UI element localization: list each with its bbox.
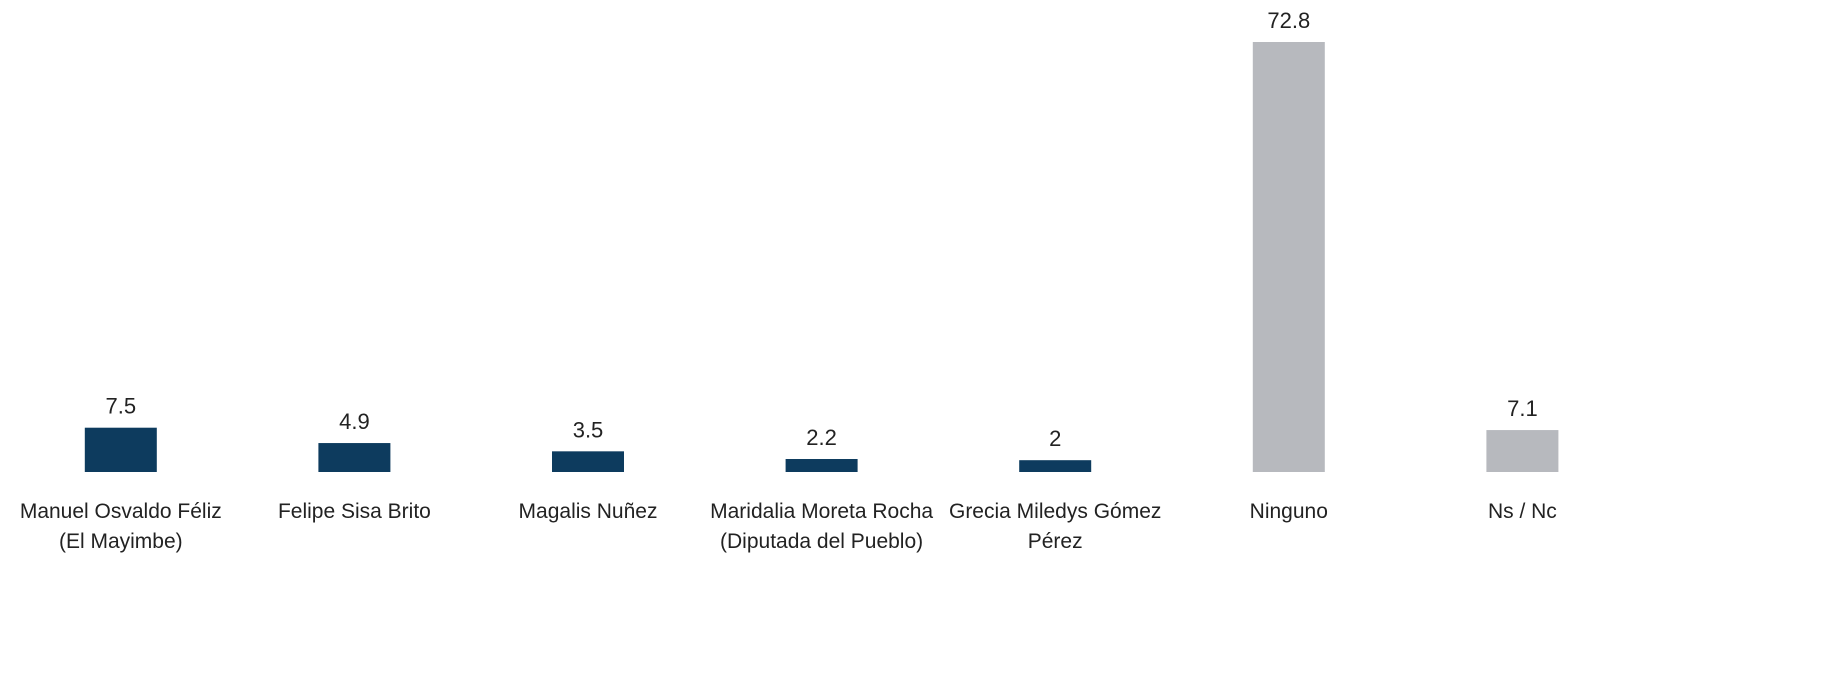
value-label: 7.5: [106, 394, 137, 419]
value-label: 3.5: [573, 417, 604, 442]
value-label: 2.2: [806, 425, 837, 450]
x-tick-label: Ns / Nc: [1487, 500, 1557, 523]
bar: [318, 443, 391, 472]
x-tick-label: Ninguno: [1249, 500, 1328, 523]
x-tick-label: Manuel Osvaldo Féliz (El Mayimbe): [19, 500, 222, 553]
bar: [1019, 460, 1092, 472]
value-label: 7.1: [1507, 396, 1538, 421]
x-tick-label: Felipe Sisa Brito: [277, 500, 431, 523]
x-tick-label: Magalis Nuñez: [518, 500, 658, 523]
value-label: 72.8: [1267, 8, 1310, 33]
bar: [785, 459, 858, 472]
x-tick-label: Maridalia Moreta Rocha (Diputada del Pue…: [710, 500, 934, 553]
bar: [552, 451, 624, 472]
bar: [1486, 430, 1559, 472]
value-label: 2: [1049, 426, 1061, 451]
bar: [84, 427, 157, 472]
value-label: 4.9: [339, 409, 370, 434]
bar: [1252, 42, 1325, 472]
x-tick-label: Grecia Miledys Gómez Pérez: [948, 500, 1162, 553]
